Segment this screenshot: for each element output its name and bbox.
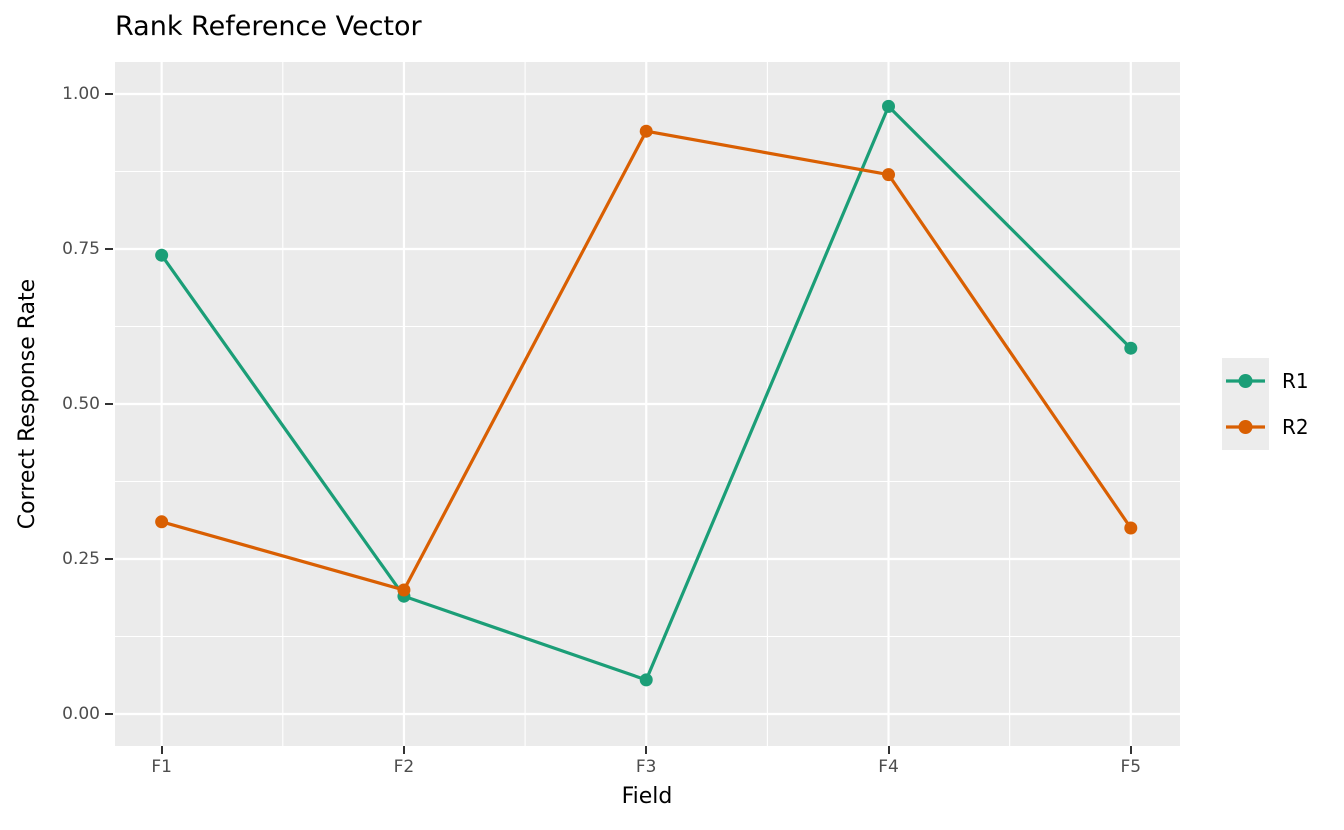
y-tick-mark	[105, 403, 113, 406]
x-tick-label: F2	[393, 757, 415, 777]
y-axis-title: Correct Response Rate	[15, 278, 40, 530]
x-axis-title: Field	[621, 784, 673, 809]
legend-entry-r2: R2	[1222, 404, 1309, 450]
x-tick-mark	[160, 746, 163, 754]
x-tick-label: F1	[151, 757, 172, 777]
y-tick-label: 0.25	[62, 549, 100, 569]
y-tick-mark	[105, 558, 113, 561]
x-tick-mark	[1129, 746, 1132, 754]
y-tick-label: 1.00	[62, 84, 100, 104]
legend: R1 R2	[1222, 358, 1309, 450]
legend-entry-r1: R1	[1222, 358, 1309, 404]
x-tick-label: F5	[1120, 757, 1142, 777]
y-tick-mark	[105, 713, 113, 716]
x-tick-mark	[645, 746, 648, 754]
y-tick-mark	[105, 248, 113, 251]
legend-key-r1-icon	[1222, 358, 1269, 404]
plot-title: Rank Reference Vector	[115, 11, 422, 42]
plot-panel	[115, 62, 1180, 746]
x-tick-mark	[887, 746, 890, 754]
legend-label-r1: R1	[1282, 369, 1309, 393]
x-tick-label: F4	[878, 757, 899, 777]
y-tick-label: 0.00	[62, 704, 100, 724]
y-tick-label: 0.75	[62, 239, 100, 259]
x-tick-label: F3	[635, 757, 657, 777]
y-tick-mark	[105, 93, 113, 96]
chart-canvas	[115, 62, 1180, 746]
legend-label-r2: R2	[1282, 415, 1309, 439]
y-tick-label: 0.50	[62, 394, 100, 414]
legend-key-r2-icon	[1222, 404, 1269, 450]
x-tick-mark	[402, 746, 406, 754]
